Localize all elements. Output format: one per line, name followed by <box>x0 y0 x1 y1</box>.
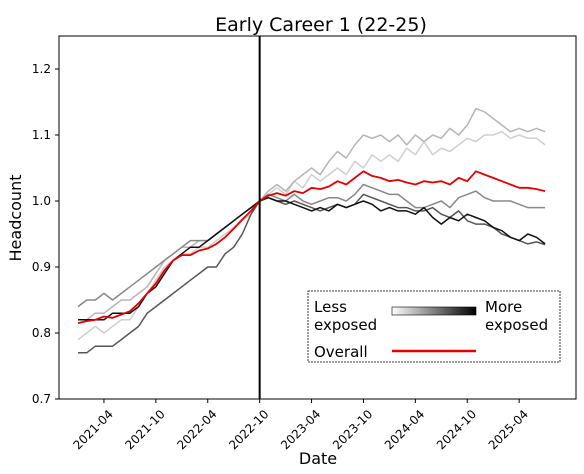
series-line-5 <box>78 196 546 321</box>
series-line-overall <box>77 170 546 324</box>
x-tick-label: 2023-10 <box>330 407 375 452</box>
x-tick-label: 2021-10 <box>122 407 167 452</box>
y-tick-label: 0.7 <box>32 392 51 406</box>
x-axis-ticks: 2021-04 2021-10 2022-04 2022-10 2023-04 2023-… <box>71 399 531 452</box>
y-axis-ticks: 0.7 0.8 0.9 1.0 1.1 1.2 <box>32 62 59 406</box>
x-tick-label: 2024-10 <box>434 407 479 452</box>
legend-more-label-1: More <box>485 298 522 316</box>
y-tick-label: 1.1 <box>32 128 51 142</box>
legend-overall-label: Overall <box>314 343 368 361</box>
series-line-3 <box>77 183 546 308</box>
x-axis-label: Date <box>299 449 337 468</box>
y-tick-label: 0.8 <box>32 326 51 340</box>
y-tick-label: 1.2 <box>32 62 51 76</box>
legend-less-label-2: exposed <box>314 316 377 334</box>
legend-less-label-1: Less <box>314 298 347 316</box>
series-line-4 <box>78 193 546 354</box>
x-tick-label: 2023-04 <box>278 407 323 452</box>
y-axis-label: Headcount <box>6 175 25 262</box>
x-tick-label: 2025-04 <box>486 407 531 452</box>
x-tick-label: 2022-10 <box>226 407 271 452</box>
chart-title: Early Career 1 (22-25) <box>215 14 427 36</box>
y-tick-label: 1.0 <box>32 194 51 208</box>
series-line-1 <box>77 130 546 341</box>
legend: Less exposed More exposed Overall <box>307 290 561 363</box>
x-tick-label: 2024-04 <box>382 407 427 452</box>
series-lines <box>77 107 546 354</box>
plot-frame <box>58 35 577 400</box>
legend-exposure-gradient <box>391 306 477 316</box>
x-tick-label: 2022-04 <box>174 407 219 452</box>
legend-more-label-2: exposed <box>485 316 548 334</box>
x-tick-label: 2021-04 <box>71 407 116 452</box>
y-tick-label: 0.9 <box>32 260 51 274</box>
series-line-2 <box>78 107 546 321</box>
